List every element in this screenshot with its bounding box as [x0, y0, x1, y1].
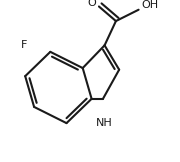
Text: OH: OH [141, 0, 159, 10]
Text: O: O [87, 0, 96, 8]
Text: F: F [20, 40, 27, 50]
Text: NH: NH [96, 118, 113, 128]
